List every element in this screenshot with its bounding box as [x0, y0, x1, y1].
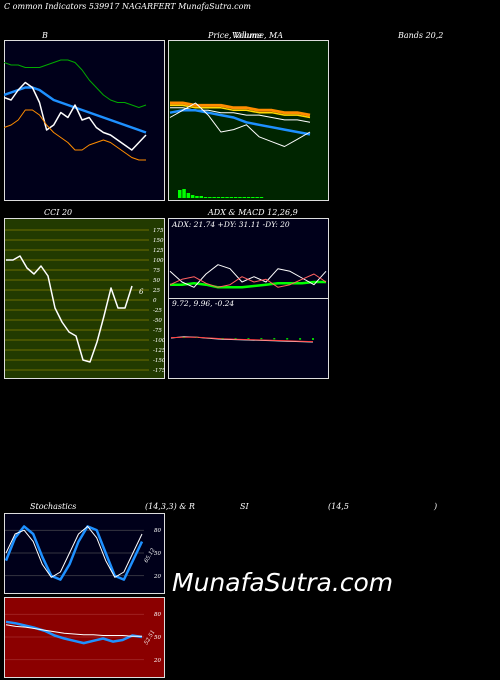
stochastics-series-1 [5, 525, 143, 578]
volume-bar [221, 197, 225, 198]
cci-line [6, 255, 133, 363]
volume-bar [190, 195, 195, 198]
cci-tick-label: -75 [153, 328, 162, 334]
price-series-0 [170, 101, 311, 117]
volume-bar [246, 197, 251, 198]
cci-tick-label: -50 [153, 318, 162, 324]
stochastics-background [4, 513, 165, 594]
price-chart [168, 40, 329, 201]
volume-bar [259, 197, 264, 198]
price-title-overlap: Volume [232, 31, 262, 40]
stoch-title: Stochastics [30, 502, 77, 511]
cci-tick-label: 75 [153, 268, 160, 274]
stochastics-tick-label: 20 [153, 574, 161, 580]
rsi-paren: ) [434, 502, 438, 511]
cci-tick-label: -175 [153, 368, 165, 374]
stochastics-tick-label: 80 [154, 528, 161, 534]
rsi-series-0 [5, 620, 143, 645]
bollinger-series-1 [4, 86, 147, 134]
volume-bar [199, 196, 203, 198]
volume-bar [195, 196, 199, 198]
adx-series-2 [169, 273, 327, 288]
volume-bar [208, 197, 212, 198]
volume-bar [233, 197, 238, 198]
cci-tick-label: 50 [153, 278, 160, 284]
adx-label: ADX: 21.74 +DY: 31.11 -DY: 20 [171, 220, 290, 229]
volume-bar [203, 197, 208, 198]
cci-background [4, 218, 165, 379]
cci-tick-label: -150 [153, 358, 165, 364]
stochastics-series-0 [4, 525, 144, 581]
volume-bar [216, 197, 221, 198]
rsi-tick-label: 20 [153, 658, 161, 664]
cci-tick-label: 150 [153, 238, 164, 244]
bollinger-series-0 [4, 59, 147, 108]
volume-bar [242, 197, 246, 198]
volume-bar [182, 189, 186, 198]
cci-tick-label: -100 [153, 338, 165, 344]
macd-signal-line [170, 336, 314, 343]
volume-bar [186, 193, 191, 198]
bollinger-background [4, 40, 165, 201]
bollinger-series-2 [4, 81, 147, 151]
adx-series-0 [170, 280, 326, 289]
volume-bar [225, 197, 229, 198]
rsi-tick-label: 50 [154, 635, 161, 641]
header-title: C ommon Indicators 539917 NAGARFERT Muna… [4, 2, 251, 11]
watermark: MunafaSutra.com [172, 568, 394, 597]
cci-tick-label: 100 [153, 258, 164, 264]
cci-tick-label: 175 [153, 228, 164, 234]
rsi-tick-label: 80 [154, 612, 161, 618]
stochastics-tick-label: 50 [154, 551, 161, 557]
cci-chart: 175 150 125 100 75 50 25 0 -25 -50 -75 -100 -125 -150… [4, 218, 165, 379]
rsi-params: (14,5 [328, 502, 349, 511]
macd-label: 9.72, 9.96, -0.24 [172, 299, 234, 308]
volume-bar [229, 197, 234, 198]
volume-bar [251, 197, 255, 198]
cci-tick-label: 0 [153, 298, 157, 304]
price-background [168, 40, 329, 201]
cci-tick-label: 25 [152, 288, 160, 294]
rsi-series-1 [5, 624, 142, 637]
adx-background [168, 218, 329, 299]
bands-title: Bands 20,2 [398, 31, 444, 40]
volume-bar [212, 197, 216, 198]
bollinger-series-3 [4, 109, 146, 161]
volume-bar [255, 197, 259, 198]
cci-tick-label: -125 [153, 348, 165, 354]
price-series-1 [170, 104, 311, 119]
price-title: Price, Volume, MA [208, 31, 284, 40]
bollinger-chart [4, 40, 165, 201]
bb-title: B [42, 31, 48, 40]
cci-last-label: 6 [139, 288, 144, 296]
volume-bar [238, 197, 242, 198]
cci-tick-label: -25 [153, 308, 162, 314]
stoch-params: (14,3,3) & R [145, 502, 195, 511]
rsi-title: SI [240, 502, 249, 511]
price-series-4 [169, 102, 311, 147]
adx-title: ADX & MACD 12,26,9 [208, 208, 298, 217]
cci-tick-label: 125 [153, 248, 164, 254]
volume-bar [178, 190, 182, 198]
cci-title: CCI 20 [44, 208, 73, 217]
adx-macd-chart: ADX: 21.74 +DY: 31.11 -DY: 20 9.72, 9.96… [168, 218, 329, 379]
price-series-3 [169, 109, 311, 136]
